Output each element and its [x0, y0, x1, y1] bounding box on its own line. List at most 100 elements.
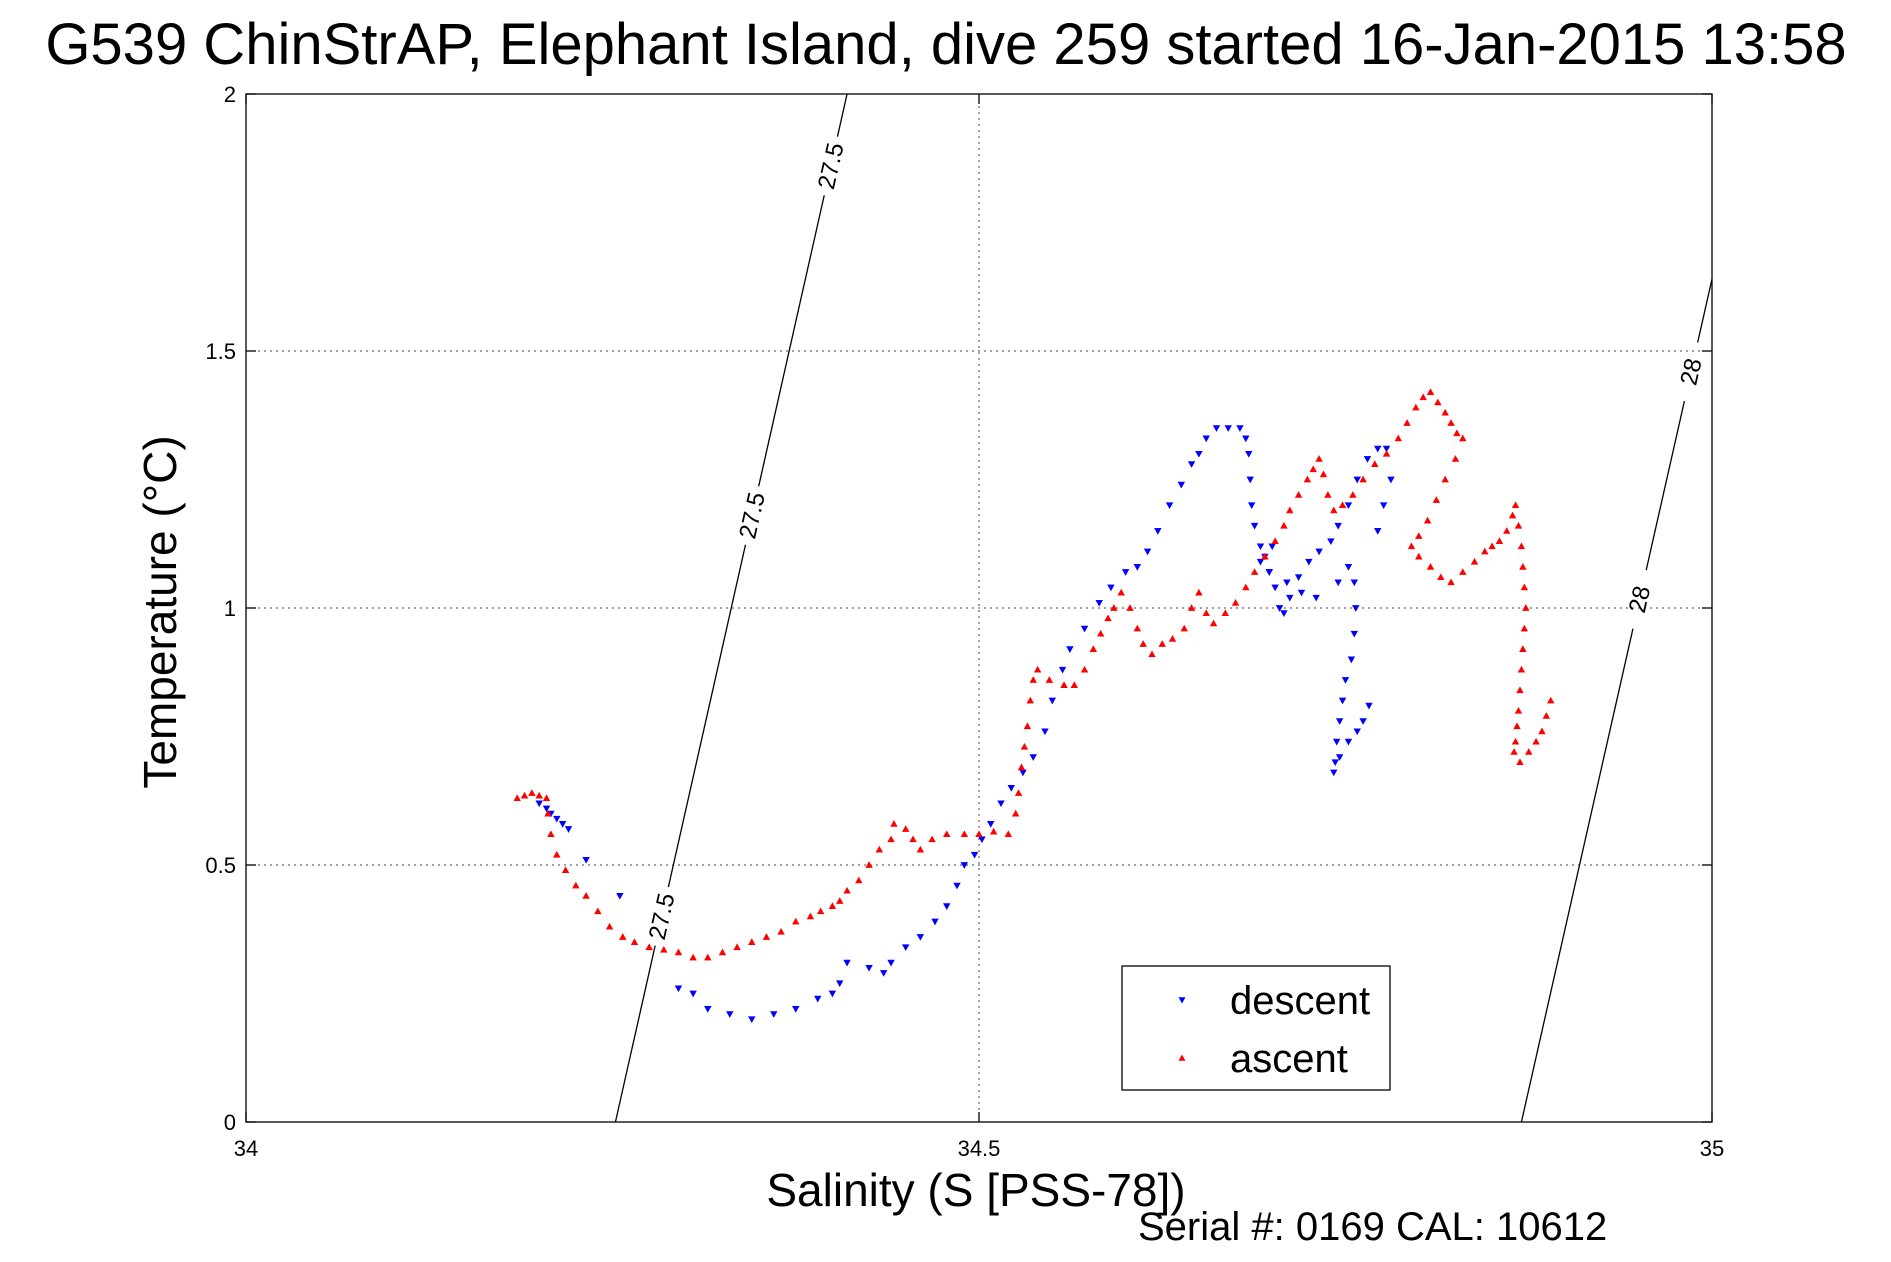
data-point-ascent: [1510, 748, 1518, 755]
data-point-descent: [748, 1016, 756, 1024]
data-point-ascent: [528, 789, 536, 796]
data-point-descent: [1374, 445, 1382, 453]
data-point-ascent: [1359, 475, 1367, 483]
data-point-ascent: [1020, 742, 1029, 750]
data-point-ascent: [1187, 604, 1196, 611]
data-point-descent: [770, 1011, 778, 1018]
series-layer: [513, 388, 1555, 1024]
data-point-ascent: [1324, 491, 1332, 498]
data-point-descent: [1250, 522, 1259, 530]
data-point-ascent: [1451, 455, 1460, 462]
data-point-descent: [1256, 558, 1265, 566]
ticks-layer: 34 34.5 35 0 0.5 1 1.5 2: [205, 82, 1724, 1161]
data-point-descent: [1212, 425, 1221, 432]
data-point-descent: [1143, 548, 1152, 556]
data-point-descent: [1305, 558, 1313, 566]
data-point-ascent: [1029, 676, 1037, 683]
data-point-descent: [1095, 600, 1103, 607]
series-descent: [535, 425, 1395, 1024]
data-point-descent: [1224, 425, 1232, 432]
data-point-ascent: [718, 948, 727, 956]
data-point-descent: [1280, 610, 1288, 617]
density-contour-line: [614, 945, 656, 1123]
data-point-ascent: [674, 948, 683, 956]
data-point-ascent: [1315, 455, 1323, 462]
data-point-ascent: [909, 835, 917, 843]
data-point-descent: [1242, 435, 1250, 443]
legend-marker-ascent: [1178, 1054, 1186, 1061]
data-point-descent: [880, 970, 888, 977]
data-point-ascent: [806, 912, 815, 920]
data-point-ascent: [605, 922, 614, 930]
data-point-ascent: [1513, 722, 1521, 730]
data-point-ascent: [645, 943, 653, 951]
data-point-ascent: [1180, 624, 1188, 632]
data-point-ascent: [1371, 460, 1379, 467]
data-point-ascent: [865, 861, 873, 868]
data-point-ascent: [1089, 645, 1098, 652]
data-point-ascent: [1148, 650, 1156, 658]
data-point-ascent: [630, 938, 639, 945]
data-point-ascent: [582, 892, 590, 899]
data-point-ascent: [1503, 527, 1511, 534]
data-point-ascent: [1437, 573, 1445, 581]
data-point-ascent: [943, 830, 951, 838]
data-point-ascent: [901, 825, 910, 832]
data-point-ascent: [792, 917, 800, 925]
data-point-ascent: [1495, 537, 1504, 545]
density-contour-line: [836, 93, 848, 137]
legend: descent ascent: [1121, 965, 1391, 1091]
data-point-descent: [1344, 502, 1353, 510]
data-point-descent: [1315, 548, 1323, 556]
data-point-descent: [1334, 579, 1342, 587]
data-point-ascent: [989, 827, 998, 835]
data-point-descent: [1387, 476, 1395, 484]
data-point-ascent: [1139, 640, 1147, 647]
data-point-ascent: [1519, 563, 1527, 570]
grid-layer: [246, 94, 1712, 1122]
data-point-descent: [1133, 564, 1142, 571]
y-tick-label: 0: [224, 1110, 236, 1135]
data-point-ascent: [660, 945, 668, 953]
data-point-ascent: [916, 845, 925, 853]
data-point-descent: [1202, 435, 1210, 443]
data-point-descent: [1365, 702, 1373, 710]
data-point-ascent: [1011, 809, 1020, 817]
chart-title: G539 ChinStrAP, Elephant Island, dive 25…: [45, 12, 1846, 77]
data-point-descent: [704, 1006, 712, 1013]
data-point-descent: [1382, 445, 1391, 453]
data-point-ascent: [1426, 388, 1435, 395]
data-point-descent: [1294, 574, 1303, 581]
y-tick-label: 1: [224, 596, 236, 621]
data-point-ascent: [762, 933, 771, 940]
data-point-descent: [1344, 564, 1353, 571]
data-point-descent: [953, 882, 961, 890]
serial-footer: Serial #: 0169 CAL: 10612: [1138, 1205, 1607, 1249]
data-point-ascent: [553, 850, 561, 858]
data-point-descent: [1187, 461, 1196, 468]
data-point-ascent: [542, 794, 551, 802]
data-point-ascent: [1407, 542, 1416, 550]
data-point-descent: [558, 821, 567, 828]
data-point-ascent: [1158, 640, 1166, 647]
data-point-descent: [887, 959, 895, 967]
data-point-ascent: [816, 907, 825, 915]
data-point-descent: [1344, 738, 1353, 746]
data-point-ascent: [1026, 696, 1035, 704]
data-point-descent: [1271, 584, 1279, 592]
legend-marker-descent: [1178, 997, 1186, 1004]
data-point-descent: [792, 1006, 800, 1013]
x-axis-label: Salinity (S [PSS-78]): [766, 1164, 1185, 1216]
data-point-descent: [1334, 522, 1342, 530]
density-contour-line: [1697, 278, 1713, 343]
data-point-ascent: [619, 933, 627, 940]
data-point-ascent: [1382, 449, 1391, 457]
data-point-ascent: [1045, 676, 1054, 683]
data-point-descent: [828, 990, 837, 998]
data-point-ascent: [1104, 614, 1112, 622]
data-point-ascent: [828, 902, 837, 909]
y-tick-label: 0.5: [205, 853, 236, 878]
data-point-ascent: [535, 791, 543, 799]
data-point-descent: [997, 800, 1005, 808]
